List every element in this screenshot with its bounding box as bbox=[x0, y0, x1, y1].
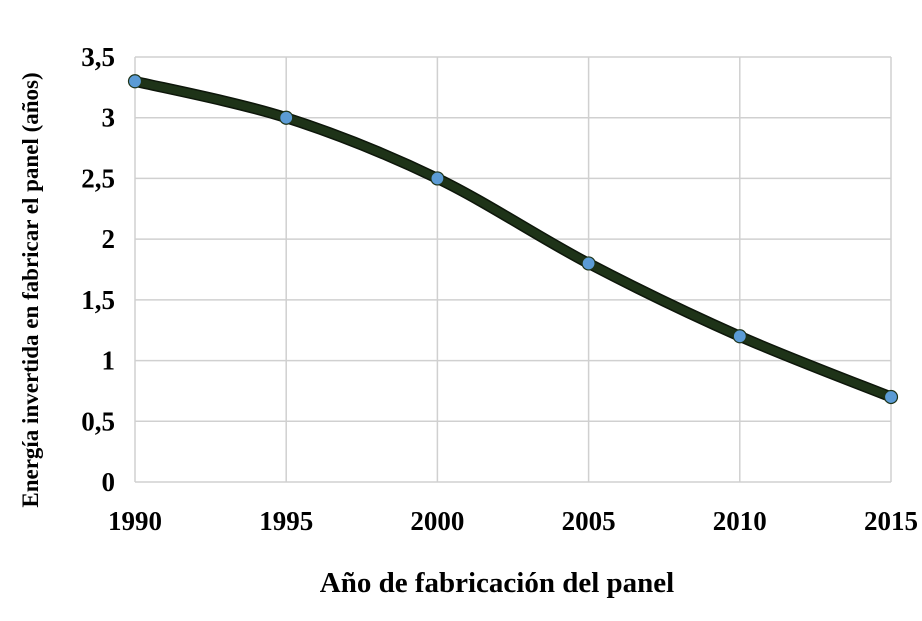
x-tick-label: 2000 bbox=[410, 506, 464, 536]
data-point-2000 bbox=[430, 171, 445, 186]
x-tick-label: 2015 bbox=[864, 506, 918, 536]
grid-layer bbox=[134, 56, 892, 483]
x-axis-title: Año de fabricación del panel bbox=[320, 567, 674, 599]
y-tick-label: 1 bbox=[102, 346, 116, 376]
series-layer bbox=[129, 75, 897, 403]
x-tick-label: 2005 bbox=[562, 506, 616, 536]
y-tick-label: 1,5 bbox=[81, 285, 115, 315]
y-tick-label: 3 bbox=[102, 103, 116, 133]
y-tick-label: 3,5 bbox=[81, 42, 115, 72]
x-tick-label: 1995 bbox=[259, 506, 313, 536]
x-tick-labels: 1990 1995 2000 2005 2010 2015 bbox=[108, 506, 918, 536]
data-point-2010 bbox=[732, 329, 747, 344]
data-point-1995 bbox=[279, 110, 294, 125]
y-tick-label: 2 bbox=[102, 224, 116, 254]
x-tick-label: 2010 bbox=[713, 506, 767, 536]
y-axis-title: Energía invertida en fabricar el panel (… bbox=[18, 72, 43, 507]
marker-layer bbox=[127, 74, 899, 405]
y-tick-label: 0 bbox=[102, 467, 116, 497]
series-line bbox=[131, 77, 895, 401]
y-tick-label: 0,5 bbox=[81, 406, 115, 436]
data-point-2005 bbox=[581, 256, 596, 271]
y-tick-labels: 0 0,5 1 1,5 2 2,5 3 3,5 bbox=[81, 42, 115, 497]
data-point-2015 bbox=[883, 389, 899, 405]
y-tick-label: 2,5 bbox=[81, 163, 115, 193]
x-tick-label: 1990 bbox=[108, 506, 162, 536]
data-point-1990 bbox=[127, 74, 143, 89]
